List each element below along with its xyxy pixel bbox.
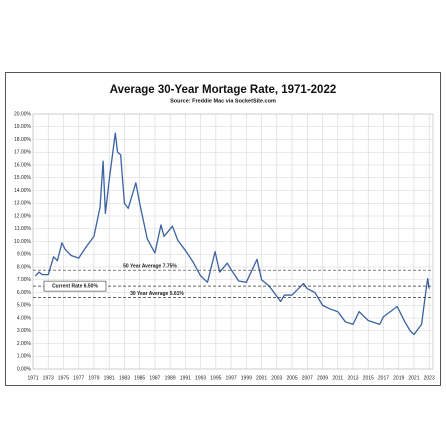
y-tick-label: 17.00% — [14, 150, 32, 156]
y-tick-label: 16.00% — [14, 162, 32, 168]
x-tick-label: 2021 — [408, 375, 419, 381]
x-tick-label: 1983 — [119, 375, 130, 381]
x-tick-label: 2013 — [347, 375, 358, 381]
x-tick-label: 2019 — [393, 375, 404, 381]
x-tick-label: 2011 — [332, 375, 343, 381]
reference-label: 50 Year Average 7.75% — [123, 264, 177, 270]
y-tick-label: 20.00% — [14, 111, 32, 117]
y-tick-label: 4.00% — [17, 315, 32, 321]
y-tick-label: 1.00% — [17, 354, 32, 360]
x-tick-label: 1981 — [104, 375, 115, 381]
x-tick-label: 2015 — [363, 375, 374, 381]
x-tick-label: 1997 — [226, 375, 237, 381]
reference-label: 30 Year Average 5.61% — [130, 291, 184, 297]
x-tick-label: 1993 — [195, 375, 206, 381]
x-tick-label: 1987 — [149, 375, 160, 381]
x-tick-label: 2009 — [317, 375, 328, 381]
x-tick-label: 2001 — [256, 375, 267, 381]
x-tick-label: 1991 — [180, 375, 191, 381]
y-tick-label: 8.00% — [17, 264, 32, 270]
x-tick-label: 1971 — [27, 375, 38, 381]
y-tick-label: 12.00% — [14, 213, 32, 219]
x-tick-label: 2023 — [424, 375, 435, 381]
x-tick-label: 1973 — [43, 375, 54, 381]
y-tick-label: 5.00% — [17, 303, 32, 309]
x-tick-label: 1979 — [88, 375, 99, 381]
x-tick-label: 2017 — [378, 375, 389, 381]
rate-line — [34, 132, 430, 336]
y-tick-label: 6.00% — [17, 290, 32, 296]
plot-border — [32, 113, 434, 370]
x-tick-label: 1985 — [134, 375, 145, 381]
y-tick-label: 15.00% — [14, 175, 32, 181]
y-tick-label: 19.00% — [14, 124, 32, 130]
x-tick-label: 1995 — [210, 375, 221, 381]
x-tick-label: 1999 — [241, 375, 252, 381]
x-tick-label: 1977 — [73, 375, 84, 381]
chart-title: Average 30-Year Mortage Rate, 1971-2022 — [110, 84, 337, 96]
y-tick-label: 11.00% — [14, 226, 31, 232]
y-tick-label: 9.00% — [17, 252, 32, 258]
y-tick-label: 7.00% — [17, 277, 32, 283]
y-tick-label: 0.00% — [17, 366, 32, 372]
y-tick-label: 2.00% — [17, 341, 32, 347]
chart-subtitle: Source: Freddie Mac via SocketSite.com — [170, 98, 276, 104]
y-tick-label: 3.00% — [17, 328, 32, 334]
x-tick-label: 1975 — [58, 375, 69, 381]
x-tick-label: 2007 — [302, 375, 313, 381]
y-tick-label: 18.00% — [14, 137, 32, 143]
x-tick-label: 1989 — [165, 375, 176, 381]
x-tick-label: 2005 — [286, 375, 297, 381]
y-tick-label: 10.00% — [14, 239, 32, 245]
reference-label: Current Rate 6.50% — [52, 283, 98, 289]
y-tick-label: 13.00% — [14, 201, 32, 207]
x-tick-label: 2003 — [271, 375, 282, 381]
y-tick-label: 14.00% — [14, 188, 32, 194]
label-box — [43, 280, 107, 292]
